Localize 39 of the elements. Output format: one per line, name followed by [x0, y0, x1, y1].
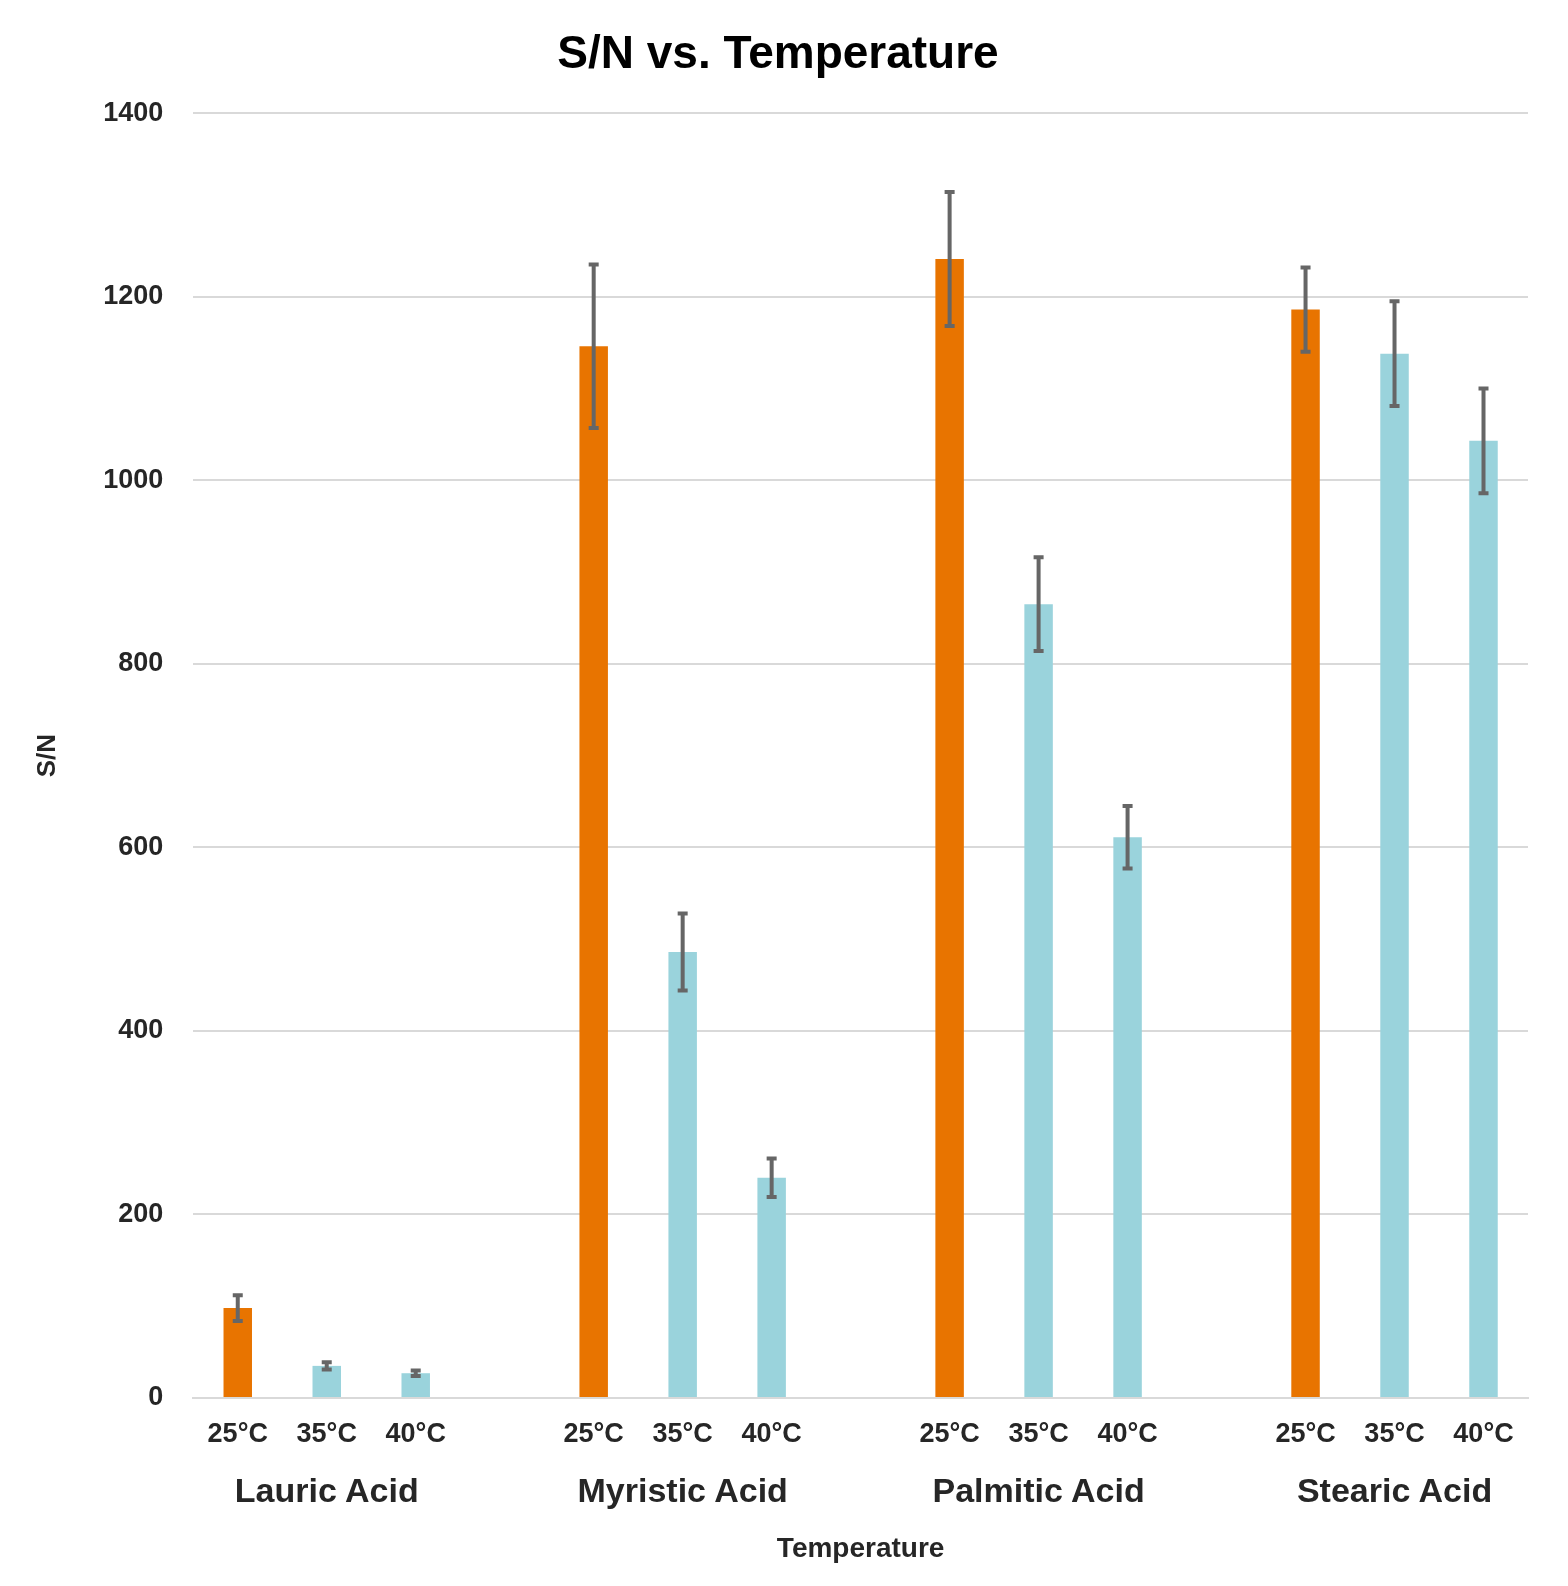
text: Stearic Acid [1296, 1471, 1493, 1510]
x-axis-title: Temperature [776, 1531, 945, 1563]
y-tick-label: 800 [118, 647, 164, 678]
y-axis-title: S/N [30, 733, 61, 778]
bar [401, 1373, 430, 1397]
x-tick-label: 40°C [1097, 1417, 1158, 1448]
x-tick-label: 25°C [207, 1417, 268, 1448]
bar [312, 1365, 341, 1397]
x-tick-label: 40°C [1453, 1417, 1514, 1448]
y-tick-label: 400 [118, 1014, 164, 1045]
bar [1291, 309, 1320, 1397]
bar [1469, 440, 1498, 1397]
y-tick-label: 1000 [103, 463, 164, 494]
bar [668, 951, 697, 1397]
x-tick-label: 25°C [919, 1417, 980, 1448]
text: Lauric Acid [234, 1471, 419, 1510]
x-tick-label: 35°C [652, 1417, 713, 1448]
y-tick-label: 0 [148, 1381, 164, 1412]
y-tick-label: 200 [118, 1197, 164, 1228]
bar [1024, 604, 1053, 1397]
y-tick-label: 1200 [103, 280, 164, 311]
x-tick-label: 35°C [1364, 1417, 1425, 1448]
bar [1380, 353, 1409, 1397]
x-tick-label: 40°C [741, 1417, 802, 1448]
bar [757, 1177, 786, 1397]
chart-title: S/N vs. Temperature [557, 26, 999, 79]
y-tick-label: 1400 [103, 96, 164, 127]
x-tick-label: 40°C [385, 1417, 446, 1448]
text: Palmitic Acid [932, 1471, 1145, 1510]
y-tick-label: 600 [118, 830, 164, 861]
bar [1113, 837, 1142, 1397]
bar [579, 346, 608, 1397]
x-tick-label: 25°C [563, 1417, 624, 1448]
text: Myristic Acid [577, 1471, 788, 1510]
x-tick-label: 25°C [1275, 1417, 1336, 1448]
x-tick-label: 35°C [296, 1417, 357, 1448]
bar [935, 259, 964, 1397]
bar [223, 1308, 252, 1397]
x-tick-label: 35°C [1008, 1417, 1069, 1448]
